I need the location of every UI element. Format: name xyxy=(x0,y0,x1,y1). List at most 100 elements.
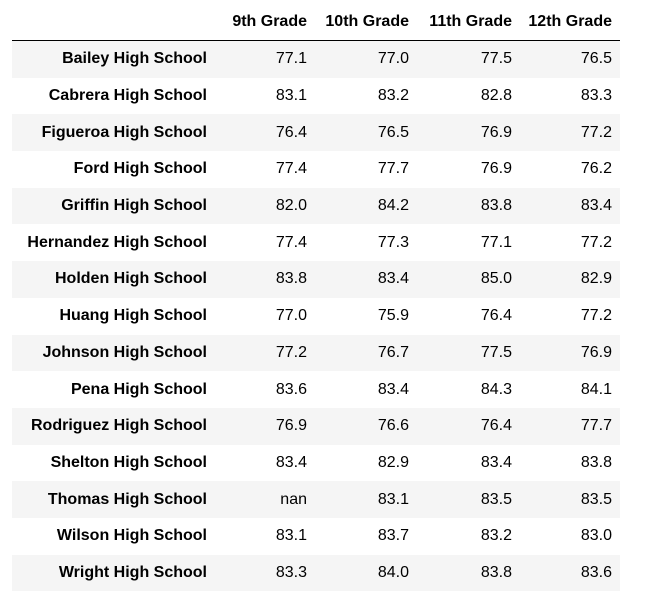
cell-11th-grade: 83.4 xyxy=(480,453,512,471)
column-header-10th-grade: 10th Grade xyxy=(315,4,417,41)
table-row: Rodriguez High School 76.9 76.6 76.4 77.7 xyxy=(12,407,620,445)
table-row: Hernandez High School 77.4 77.3 77.1 77.2 xyxy=(12,224,620,262)
cell-9th-grade: 77.0 xyxy=(275,307,307,325)
cell-9th-grade: 83.1 xyxy=(275,527,307,545)
cell-10th-grade: 84.2 xyxy=(377,197,409,215)
cell-9th-grade: 83.3 xyxy=(275,563,307,581)
cell-11th-grade: 76.4 xyxy=(480,307,512,325)
cell-11th-grade: 84.3 xyxy=(480,380,512,398)
cell-12th-grade: 83.0 xyxy=(580,527,612,545)
table-row: Thomas High School nan 83.1 83.5 83.5 xyxy=(12,481,620,518)
table-row: Holden High School 83.8 83.4 85.0 82.9 xyxy=(12,261,620,298)
table-row: Wright High School 83.3 84.0 83.8 83.6 xyxy=(12,554,620,592)
cell-9th-grade: nan xyxy=(280,490,307,508)
cell-11th-grade: 83.8 xyxy=(480,197,512,215)
cell-9th-grade: 83.6 xyxy=(275,380,307,398)
cell-12th-grade: 76.9 xyxy=(580,343,612,361)
cell-11th-grade: 76.9 xyxy=(480,123,512,141)
cell-10th-grade: 83.4 xyxy=(377,270,409,288)
cell-11th-grade: 77.1 xyxy=(480,233,512,251)
cell-10th-grade: 76.6 xyxy=(377,417,409,435)
table-body: Bailey High School 77.1 77.0 77.5 76.5 Cabrer… xyxy=(12,40,620,592)
cell-11th-grade: 76.4 xyxy=(480,417,512,435)
cell-10th-grade: 76.5 xyxy=(377,123,409,141)
table-header: 9th Grade 10th Grade 11th Grade 12th Gra… xyxy=(12,4,620,41)
cell-9th-grade: 77.4 xyxy=(275,233,307,251)
table-row: Pena High School 83.6 83.4 84.3 84.1 xyxy=(12,371,620,408)
cell-10th-grade: 83.2 xyxy=(377,87,409,105)
row-label-school: Figueroa High School xyxy=(41,123,207,141)
cell-12th-grade: 77.7 xyxy=(580,417,612,435)
cell-11th-grade: 77.5 xyxy=(480,50,512,68)
cell-10th-grade: 75.9 xyxy=(377,307,409,325)
cell-10th-grade: 77.3 xyxy=(377,233,409,251)
cell-12th-grade: 77.2 xyxy=(580,307,612,325)
cell-10th-grade: 77.0 xyxy=(377,50,409,68)
cell-10th-grade: 83.4 xyxy=(377,380,409,398)
row-label-school: Johnson High School xyxy=(42,343,207,361)
column-header-12th-grade: 12th Grade xyxy=(520,4,620,41)
cell-12th-grade: 76.2 xyxy=(580,160,612,178)
cell-9th-grade: 77.4 xyxy=(275,160,307,178)
cell-9th-grade: 76.9 xyxy=(275,417,307,435)
cell-12th-grade: 77.2 xyxy=(580,233,612,251)
table-row: Ford High School 77.4 77.7 76.9 76.2 xyxy=(12,151,620,188)
table-row: Johnson High School 77.2 76.7 77.5 76.9 xyxy=(12,334,620,372)
cell-11th-grade: 83.5 xyxy=(480,490,512,508)
table-row: Bailey High School 77.1 77.0 77.5 76.5 xyxy=(12,40,620,78)
cell-12th-grade: 82.9 xyxy=(580,270,612,288)
cell-9th-grade: 77.2 xyxy=(275,343,307,361)
cell-11th-grade: 77.5 xyxy=(480,343,512,361)
cell-12th-grade: 77.2 xyxy=(580,123,612,141)
row-label-school: Bailey High School xyxy=(62,50,207,68)
column-header-9th-grade: 9th Grade xyxy=(222,4,315,41)
cell-10th-grade: 76.7 xyxy=(377,343,409,361)
cell-10th-grade: 83.7 xyxy=(377,527,409,545)
cell-9th-grade: 83.1 xyxy=(275,87,307,105)
row-label-school: Cabrera High School xyxy=(48,87,207,105)
row-label-school: Griffin High School xyxy=(61,197,207,215)
cell-12th-grade: 83.8 xyxy=(580,453,612,471)
table-row: Wilson High School 83.1 83.7 83.2 83.0 xyxy=(12,517,620,555)
cell-9th-grade: 77.1 xyxy=(275,50,307,68)
column-header-11th-grade: 11th Grade xyxy=(417,4,520,41)
table-row: Griffin High School 82.0 84.2 83.8 83.4 xyxy=(12,187,620,225)
cell-12th-grade: 83.3 xyxy=(580,87,612,105)
row-label-school: Shelton High School xyxy=(50,453,207,471)
row-label-school: Ford High School xyxy=(73,160,207,178)
cell-11th-grade: 85.0 xyxy=(480,270,512,288)
cell-10th-grade: 84.0 xyxy=(377,563,409,581)
cell-12th-grade: 83.6 xyxy=(580,563,612,581)
row-label-school: Rodriguez High School xyxy=(31,417,207,435)
cell-9th-grade: 76.4 xyxy=(275,123,307,141)
cell-12th-grade: 83.4 xyxy=(580,197,612,215)
cell-11th-grade: 76.9 xyxy=(480,160,512,178)
grade-scores-table: 9th Grade 10th Grade 11th Grade 12th Gra… xyxy=(12,4,620,592)
table-row: Huang High School 77.0 75.9 76.4 77.2 xyxy=(12,297,620,335)
cell-11th-grade: 83.8 xyxy=(480,563,512,581)
cell-11th-grade: 83.2 xyxy=(480,527,512,545)
row-label-school: Pena High School xyxy=(70,380,207,398)
cell-12th-grade: 76.5 xyxy=(580,50,612,68)
cell-10th-grade: 77.7 xyxy=(377,160,409,178)
cell-10th-grade: 83.1 xyxy=(377,490,409,508)
cell-12th-grade: 83.5 xyxy=(580,490,612,508)
header-row: 9th Grade 10th Grade 11th Grade 12th Gra… xyxy=(12,4,620,41)
row-label-school: Holden High School xyxy=(55,270,207,288)
cell-10th-grade: 82.9 xyxy=(377,453,409,471)
cell-12th-grade: 84.1 xyxy=(580,380,612,398)
table-row: Figueroa High School 76.4 76.5 76.9 77.2 xyxy=(12,114,620,152)
cell-9th-grade: 82.0 xyxy=(275,197,307,215)
cell-9th-grade: 83.4 xyxy=(275,453,307,471)
table-row: Cabrera High School 83.1 83.2 82.8 83.3 xyxy=(12,77,620,115)
row-label-school: Wilson High School xyxy=(56,527,207,545)
index-header xyxy=(12,4,222,41)
row-label-school: Huang High School xyxy=(59,307,207,325)
row-label-school: Hernandez High School xyxy=(27,233,207,251)
table-row: Shelton High School 83.4 82.9 83.4 83.8 xyxy=(12,444,620,482)
row-label-school: Thomas High School xyxy=(47,490,207,508)
cell-11th-grade: 82.8 xyxy=(480,87,512,105)
row-label-school: Wright High School xyxy=(58,563,207,581)
cell-9th-grade: 83.8 xyxy=(275,270,307,288)
dataframe-output: 9th Grade 10th Grade 11th Grade 12th Gra… xyxy=(12,4,620,592)
